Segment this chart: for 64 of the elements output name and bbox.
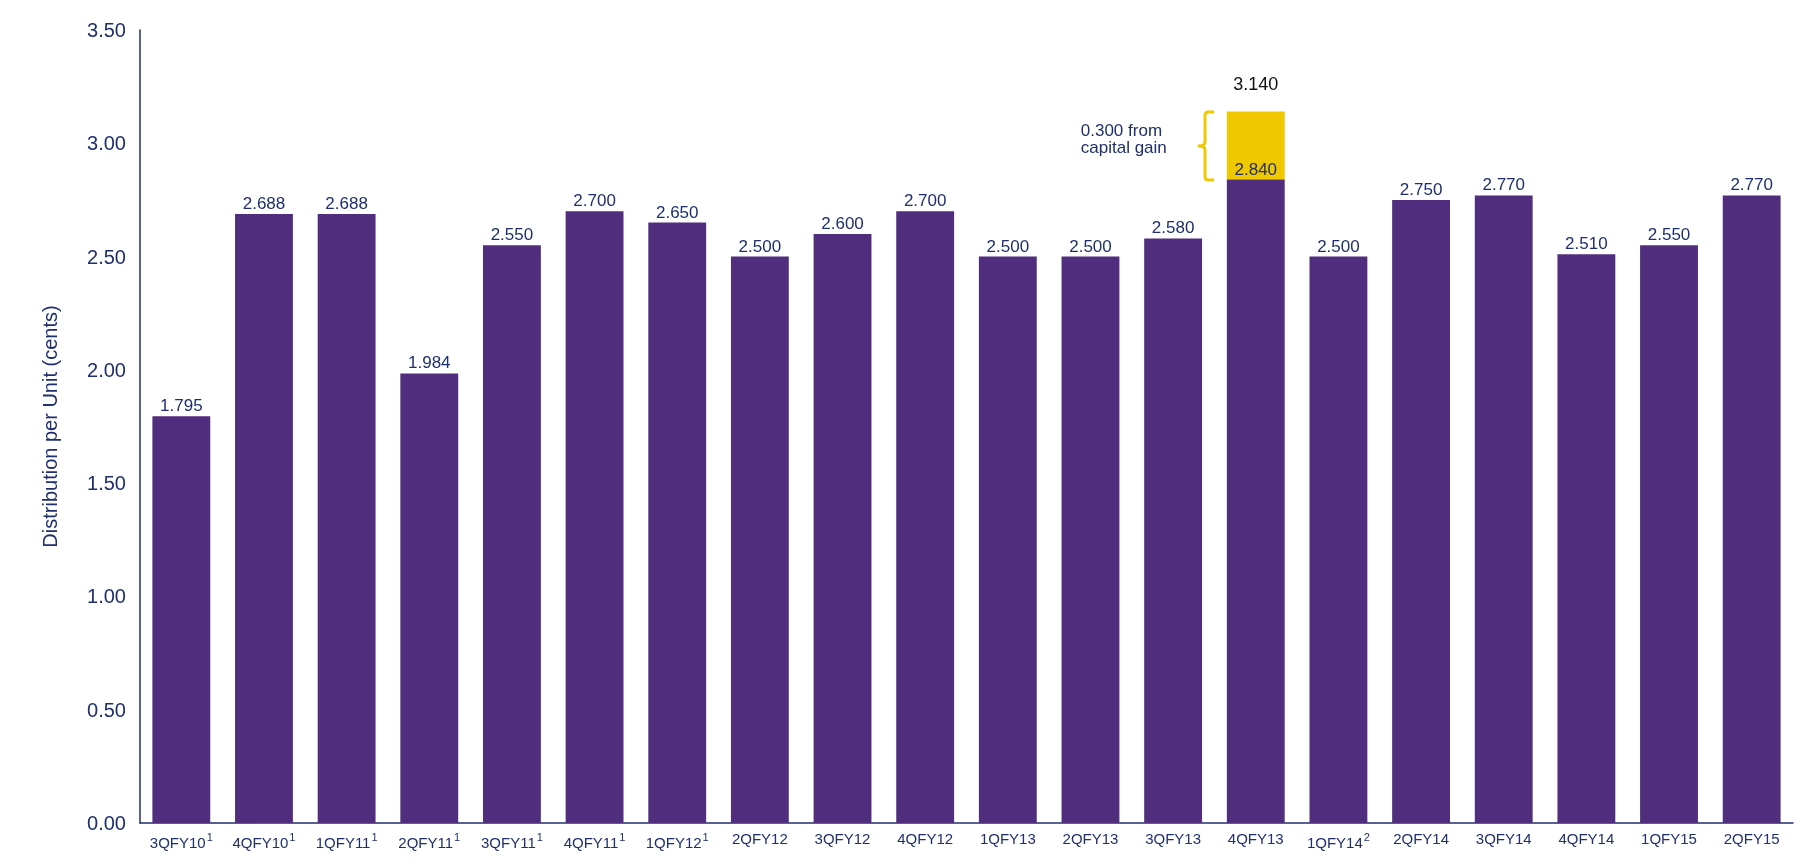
data-label: 1.984 [408,353,451,373]
y-axis-title: Distribution per Unit (cents) [39,305,61,548]
x-tick-label: 4QFY14 [1558,830,1615,847]
bar [896,211,955,823]
bar [400,373,459,823]
x-tick-label: 2QFY15 [1723,830,1780,847]
bar [565,211,624,823]
y-tick-label: 1.00 [87,585,126,608]
data-label: 2.600 [821,213,864,233]
data-label: 2.700 [903,191,947,211]
data-label: 2.750 [1399,179,1443,199]
bar [1722,195,1781,823]
data-label: 2.550 [490,225,534,245]
data-label: 2.700 [573,191,616,211]
data-label: 1.795 [160,396,203,416]
y-tick-label: 3.00 [87,132,126,155]
annotation: 0.300 from capital gain [1080,120,1167,157]
data-label: 2.500 [1069,236,1112,256]
bar [813,233,872,823]
bar [235,213,293,823]
x-tick-label: 3QFY12 [814,830,871,847]
data-label: 2.500 [1317,236,1360,256]
data-label: 2.688 [242,193,286,213]
x-tick-label: 3QFY14 [1475,830,1532,847]
data-label: 2.770 [1482,175,1525,195]
bar [1226,111,1285,180]
bar [1474,195,1533,823]
x-tick-label: 2QFY14 [1393,830,1450,847]
data-label: 2.500 [986,236,1030,256]
bar [978,256,1037,823]
bar [648,222,707,823]
data-label: 2.770 [1730,175,1773,195]
y-tick-label: 2.00 [87,358,126,381]
bar [1392,199,1450,823]
y-tick-label: 0.00 [87,812,126,834]
bar [1557,254,1616,823]
bar [1144,238,1203,823]
y-tick-label: 1.50 [87,472,126,495]
data-label: 2.650 [655,202,699,222]
x-tick-label: 1QFY15 [1641,830,1697,847]
data-label: 2.580 [1151,218,1195,238]
bar [483,245,541,823]
bar [1309,256,1368,823]
bar [1061,256,1120,823]
y-tick-label: 3.50 [87,19,126,41]
total-label: 3.140 [1233,73,1279,94]
x-tick-label: 4QFY13 [1227,830,1284,847]
y-tick-label: 2.50 [87,245,126,268]
x-tick-label: 4QFY12 [897,830,954,847]
y-tick-label: 0.50 [87,698,126,721]
data-label: 2.840 [1234,159,1278,179]
x-tick-label: 3QFY13 [1145,830,1202,847]
x-tick-label: 1QFY13 [979,830,1036,847]
data-label: 2.688 [325,193,368,213]
bar [1640,245,1698,823]
bar [152,416,211,823]
bar [1226,179,1285,823]
data-label: 2.550 [1647,225,1691,245]
data-label: 2.510 [1565,234,1608,254]
data-label: 2.500 [738,236,782,256]
x-tick-label: 2QFY13 [1062,830,1119,847]
bar [730,256,789,823]
x-tick-label: 2QFY12 [731,830,788,847]
bar [317,213,376,823]
